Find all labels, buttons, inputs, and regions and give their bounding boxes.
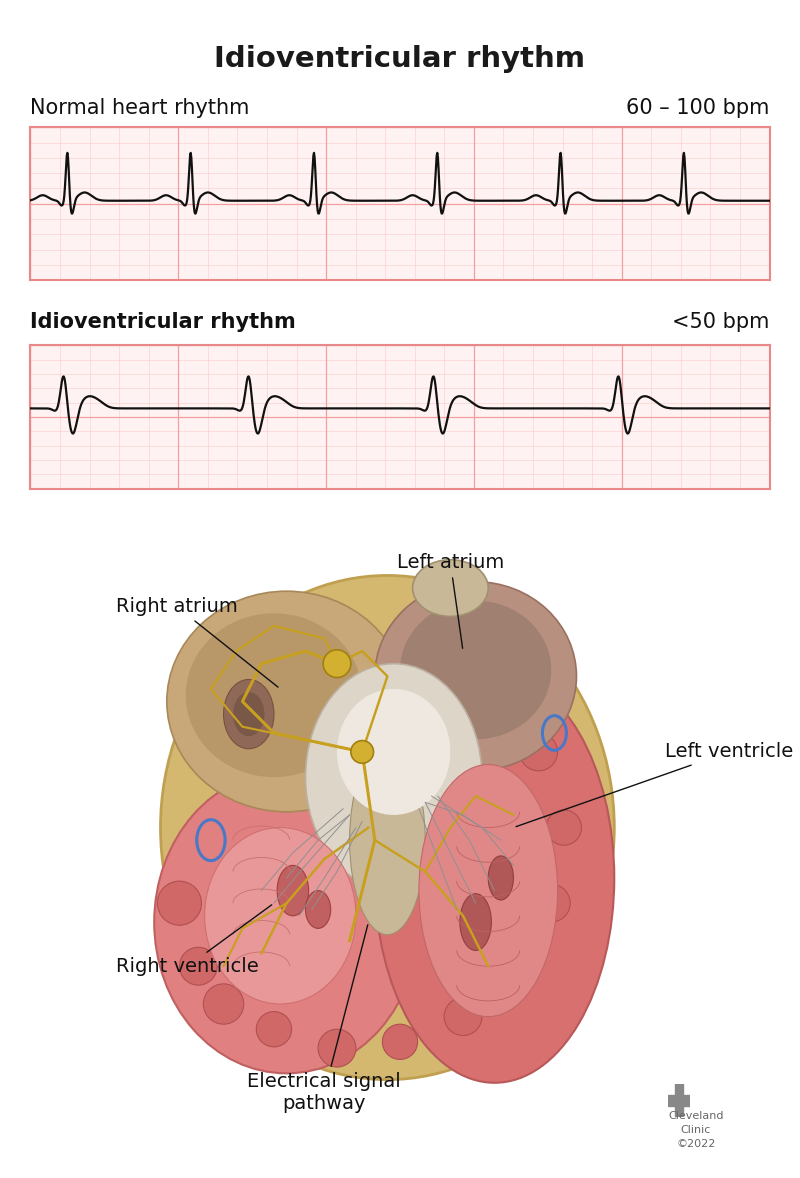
Ellipse shape: [186, 614, 362, 777]
Circle shape: [351, 741, 374, 763]
Ellipse shape: [223, 680, 274, 749]
Circle shape: [256, 1012, 292, 1047]
Ellipse shape: [400, 601, 551, 740]
Polygon shape: [668, 1084, 690, 1117]
Text: 60 – 100 bpm: 60 – 100 bpm: [626, 99, 770, 118]
Ellipse shape: [306, 891, 330, 928]
Ellipse shape: [205, 827, 356, 1004]
Ellipse shape: [277, 866, 309, 915]
Ellipse shape: [413, 560, 488, 616]
Text: Left atrium: Left atrium: [397, 554, 504, 648]
Ellipse shape: [419, 765, 558, 1017]
Circle shape: [323, 650, 351, 677]
Circle shape: [546, 810, 582, 845]
Text: Right atrium: Right atrium: [116, 597, 278, 687]
Ellipse shape: [488, 856, 514, 900]
Ellipse shape: [161, 575, 614, 1080]
Text: Idioventricular rhythm: Idioventricular rhythm: [30, 312, 296, 331]
Ellipse shape: [460, 894, 491, 951]
Circle shape: [179, 947, 218, 985]
Text: Cleveland
Clinic
©2022: Cleveland Clinic ©2022: [668, 1111, 724, 1149]
Text: Electrical signal
pathway: Electrical signal pathway: [247, 925, 402, 1113]
Text: Idioventricular rhythm: Idioventricular rhythm: [214, 45, 586, 73]
Text: Left ventricle: Left ventricle: [516, 742, 793, 827]
Text: Right ventricle: Right ventricle: [116, 905, 272, 975]
Ellipse shape: [337, 689, 450, 815]
Ellipse shape: [350, 746, 426, 934]
Ellipse shape: [154, 770, 419, 1073]
Circle shape: [158, 881, 202, 925]
Ellipse shape: [233, 691, 265, 736]
Circle shape: [203, 984, 244, 1024]
Ellipse shape: [306, 663, 482, 891]
Ellipse shape: [374, 582, 577, 770]
Text: Normal heart rhythm: Normal heart rhythm: [30, 99, 250, 118]
Circle shape: [494, 946, 534, 986]
Circle shape: [520, 733, 558, 770]
Ellipse shape: [167, 591, 406, 812]
Circle shape: [318, 1030, 356, 1067]
Text: <50 bpm: <50 bpm: [672, 312, 770, 331]
Circle shape: [444, 998, 482, 1035]
Ellipse shape: [374, 673, 614, 1083]
Circle shape: [382, 1024, 418, 1059]
Circle shape: [532, 885, 570, 922]
